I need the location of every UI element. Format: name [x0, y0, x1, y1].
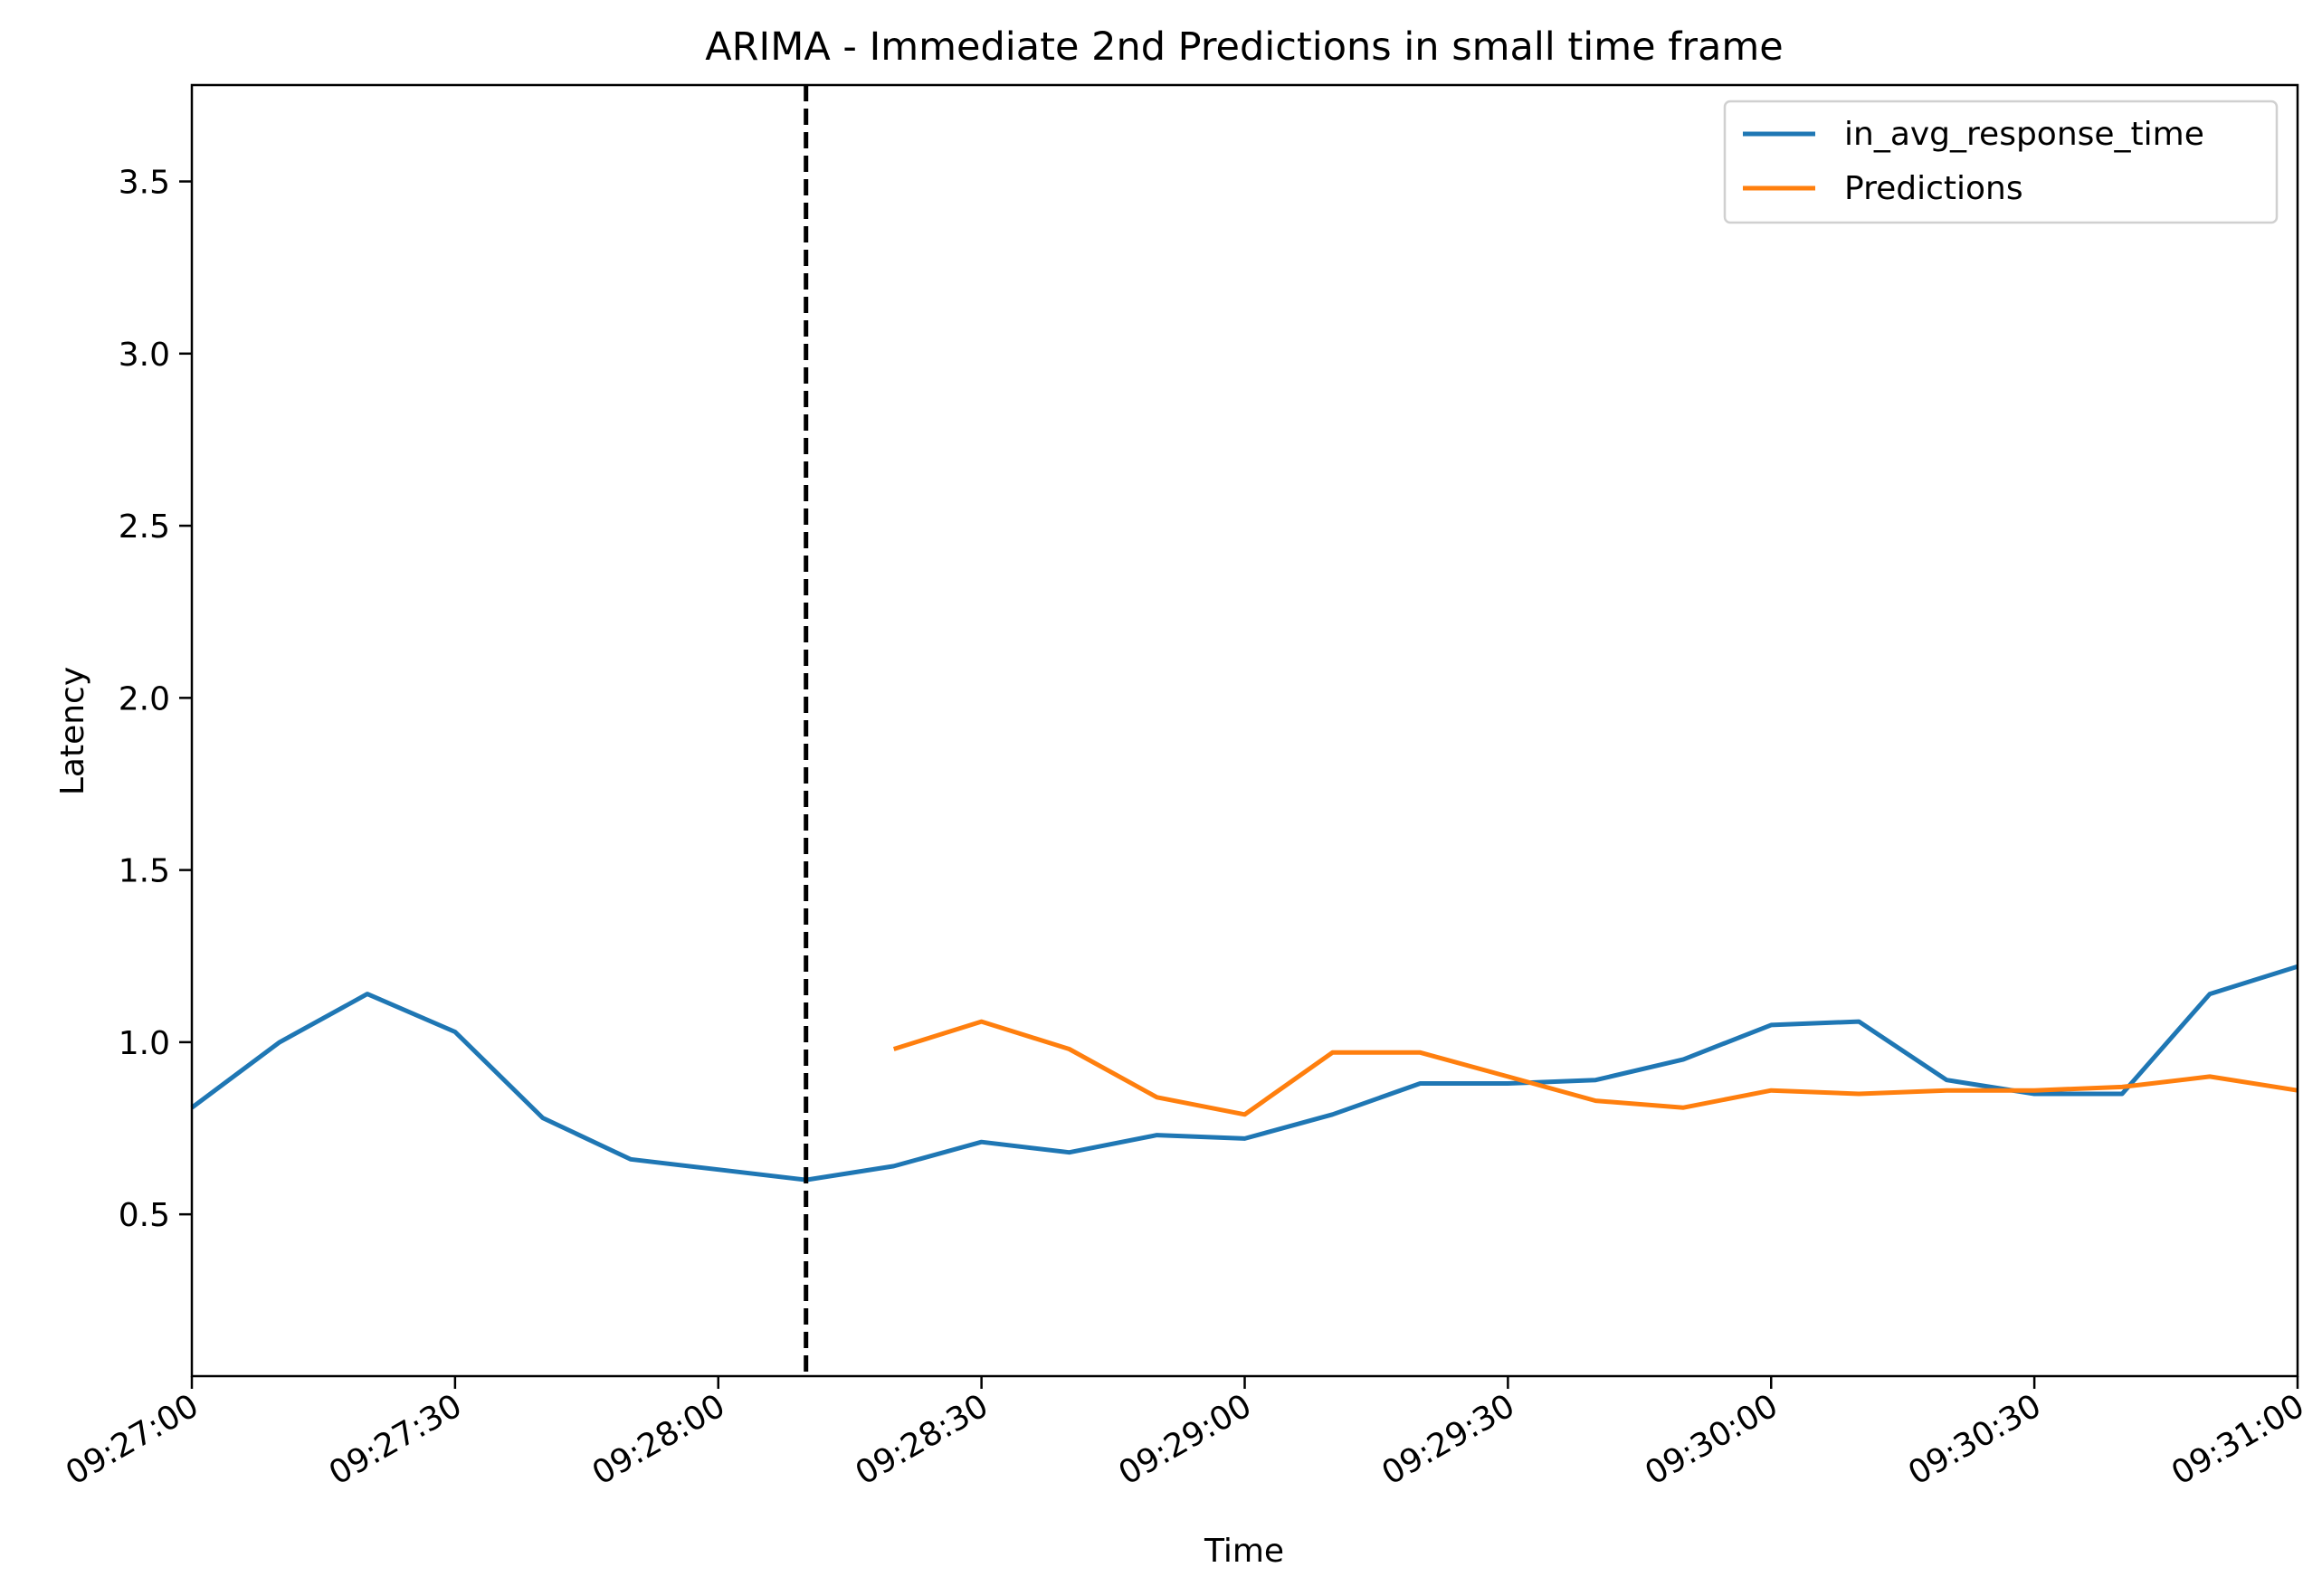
- x-tick-label-2: 09:28:00: [586, 1387, 732, 1492]
- plot-area: [190, 83, 2299, 1378]
- series-line-predictions: [892, 1019, 2298, 1117]
- chart-title: ARIMA - Immediate 2nd Predictions in sma…: [705, 24, 1784, 70]
- legend-label-in-avg-response-time: in_avg_response_time: [1844, 116, 2204, 153]
- y-tick-label-3: 2.0: [119, 680, 170, 717]
- x-axis: 09:27:00 09:27:30 09:28:00 09:28:30 09:29:00…: [60, 1376, 2311, 1493]
- y-tick-label-1: 1.0: [119, 1025, 170, 1062]
- x-tick-label-6: 09:30:00: [1639, 1387, 1784, 1492]
- y-tick-label-6: 3.5: [119, 165, 170, 202]
- x-tick-label-7: 09:30:30: [1902, 1387, 2048, 1492]
- plot-frame: [190, 83, 2299, 1378]
- legend-label-predictions: Predictions: [1844, 170, 2023, 207]
- y-tick-label-0: 0.5: [119, 1197, 170, 1234]
- legend: in_avg_response_time Predictions: [1723, 100, 2279, 224]
- x-tick-label-8: 09:31:00: [2165, 1387, 2311, 1492]
- y-axis: 0.5 1.0 1.5 2.0 2.5 3.0 3.5: [119, 165, 192, 1234]
- legend-box: [1723, 100, 2279, 224]
- series-layer: [190, 964, 2298, 1183]
- y-tick-label-4: 2.5: [119, 508, 170, 546]
- x-tick-label-1: 09:27:30: [323, 1387, 469, 1492]
- y-tick-label-2: 1.5: [119, 853, 170, 890]
- y-tick-label-5: 3.0: [119, 337, 170, 374]
- y-axis-title: Latency: [54, 667, 91, 795]
- x-tick-label-4: 09:29:00: [1112, 1387, 1258, 1492]
- x-tick-label-5: 09:29:30: [1375, 1387, 1521, 1492]
- x-tick-label-3: 09:28:30: [850, 1387, 995, 1492]
- series-line-in-avg-response-time: [190, 964, 2298, 1183]
- x-axis-title: Time: [1204, 1533, 1284, 1570]
- x-tick-label-0: 09:27:00: [60, 1387, 205, 1492]
